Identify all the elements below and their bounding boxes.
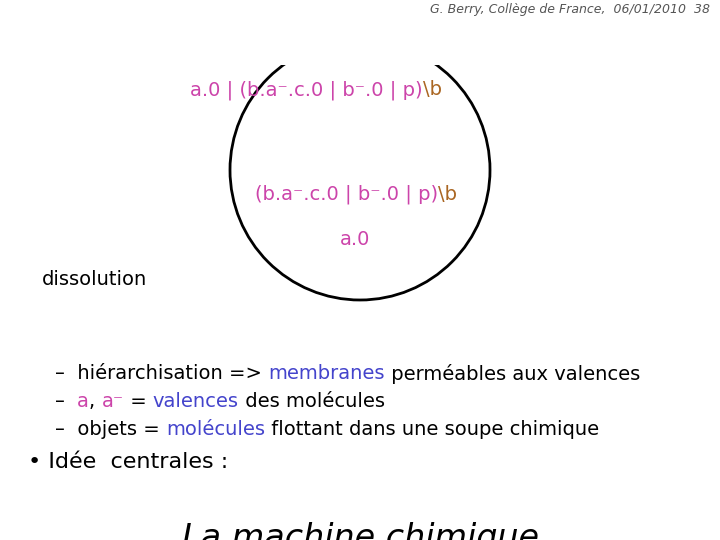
Text: –  hiérarchisation =>: – hiérarchisation => <box>55 364 268 383</box>
Text: a: a <box>77 392 89 411</box>
Text: flottant dans une soupe chimique: flottant dans une soupe chimique <box>265 420 599 439</box>
Text: • Idée  centrales :: • Idée centrales : <box>28 452 228 472</box>
Text: a⁻: a⁻ <box>102 392 124 411</box>
Text: ,: , <box>89 392 102 411</box>
Text: a.0 | (b.a⁻.c.0 | b⁻.0 | p): a.0 | (b.a⁻.c.0 | b⁻.0 | p) <box>190 80 423 99</box>
Text: =: = <box>124 392 153 411</box>
Text: –: – <box>55 392 77 411</box>
Text: a.0: a.0 <box>340 230 370 249</box>
Text: –  objets =: – objets = <box>55 420 166 439</box>
Text: La machine chimique: La machine chimique <box>181 522 539 540</box>
Text: (b.a⁻.c.0 | b⁻.0 | p): (b.a⁻.c.0 | b⁻.0 | p) <box>255 185 438 205</box>
Text: \b: \b <box>423 80 441 99</box>
Text: molécules: molécules <box>166 420 265 439</box>
Text: des molécules: des molécules <box>239 392 384 411</box>
Text: dissolution: dissolution <box>42 270 148 289</box>
Text: membranes: membranes <box>268 364 384 383</box>
Text: valences: valences <box>153 392 239 411</box>
Text: G. Berry, Collège de France,  06/01/2010  38: G. Berry, Collège de France, 06/01/2010 … <box>430 3 710 16</box>
Text: \b: \b <box>438 185 457 204</box>
Text: perméables aux valences: perméables aux valences <box>384 364 640 384</box>
